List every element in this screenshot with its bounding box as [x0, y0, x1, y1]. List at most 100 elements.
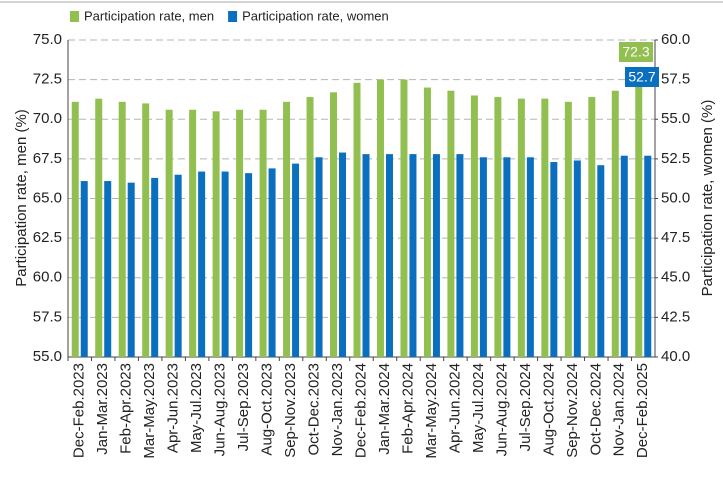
bar: [292, 163, 300, 357]
bar: [517, 98, 525, 358]
bar: [339, 152, 347, 357]
bar: [573, 160, 581, 357]
bar: [432, 154, 440, 357]
bar: [597, 165, 605, 357]
bar: [353, 82, 361, 358]
x-tick-label: Oct-Dec.2024: [587, 363, 604, 456]
y-axis-title: Participation rate, men (%): [13, 109, 30, 287]
bar: [174, 174, 182, 357]
bar: [212, 111, 220, 357]
x-tick-label: Jan-Mar.2023: [94, 363, 111, 455]
bar: [400, 79, 408, 357]
bar: [236, 109, 244, 358]
bar: [221, 171, 229, 357]
y-tick-label: 75.0: [33, 31, 62, 48]
bar: [268, 168, 276, 357]
bar: [189, 109, 197, 358]
x-tick-label: Jul-Sep.2023: [235, 363, 252, 451]
y2-tick-label: 40.0: [661, 348, 690, 365]
y2-tick-label: 55.0: [661, 110, 690, 127]
y2-tick-label: 42.5: [661, 308, 690, 325]
bar: [479, 157, 487, 357]
bar: [456, 154, 464, 357]
x-tick-label: Oct-Dec.2023: [306, 363, 323, 456]
legend-label: Participation rate, men: [84, 8, 214, 23]
bar: [385, 154, 393, 357]
bar: [95, 98, 103, 358]
bar: [620, 155, 628, 357]
bar: [259, 109, 267, 358]
x-tick-label: Mar-May.2024: [423, 363, 440, 459]
bar: [118, 101, 126, 357]
x-tick-label: Dec-Feb.2024: [352, 363, 369, 458]
x-tick-label: Nov-Jan.2023: [329, 363, 346, 456]
bar: [588, 97, 596, 357]
y2-tick-label: 60.0: [661, 31, 690, 48]
bar: [198, 171, 206, 357]
y-tick-label: 57.5: [33, 308, 62, 325]
x-tick-label: Feb-Apr.2023: [118, 363, 135, 454]
y2-tick-label: 45.0: [661, 269, 690, 286]
bar: [423, 87, 431, 358]
y-tick-label: 62.5: [33, 229, 62, 246]
x-tick-label: Sep-Nov.2023: [282, 363, 299, 458]
y-tick-label: 70.0: [33, 110, 62, 127]
bar: [142, 103, 150, 358]
bar: [611, 90, 619, 357]
bar: [315, 157, 323, 357]
bar: [306, 97, 314, 357]
y-tick-label: 65.0: [33, 189, 62, 206]
x-tick-label: Feb-Apr.2024: [399, 363, 416, 454]
value-label: 72.3: [622, 44, 649, 60]
x-tick-label: Jul-Sep.2024: [517, 363, 534, 451]
y2-tick-label: 52.5: [661, 150, 690, 167]
x-tick-label: Jun-Aug.2024: [493, 363, 510, 456]
y-tick-label: 55.0: [33, 348, 62, 365]
bar: [151, 177, 159, 357]
bar: [409, 154, 417, 357]
x-tick-label: May-Jul.2024: [470, 363, 487, 453]
bar: [635, 82, 643, 358]
bar: [165, 109, 173, 358]
x-tick-label: Mar-May.2023: [141, 363, 158, 459]
value-label: 52.7: [628, 69, 655, 85]
y2-tick-label: 47.5: [661, 229, 690, 246]
x-tick-label: Dec-Feb.2023: [71, 363, 88, 458]
bar: [127, 182, 135, 357]
bar: [550, 162, 558, 357]
x-tick-label: Dec-Feb.2025: [634, 363, 651, 458]
x-tick-label: Apr-Jun.2024: [446, 363, 463, 453]
legend-swatch: [228, 11, 238, 22]
value-label-box: [625, 67, 659, 87]
y2-tick-label: 57.5: [661, 71, 690, 88]
value-label-box: [619, 42, 653, 62]
y-tick-label: 60.0: [33, 269, 62, 286]
bar: [494, 97, 502, 357]
bar: [245, 173, 253, 357]
x-tick-label: Apr-Jun.2023: [165, 363, 182, 453]
y-tick-label: 67.5: [33, 150, 62, 167]
bar: [71, 101, 79, 357]
bar: [644, 155, 652, 357]
bar: [503, 157, 511, 357]
bar: [376, 79, 384, 357]
x-tick-label: Sep-Nov.2024: [564, 363, 581, 458]
x-tick-label: Nov-Jan.2024: [611, 363, 628, 456]
y-tick-label: 72.5: [33, 71, 62, 88]
bar: [104, 181, 112, 357]
x-tick-label: Jun-Aug.2023: [212, 363, 229, 456]
x-tick-label: Aug-Oct.2024: [540, 363, 557, 456]
bar: [283, 101, 291, 357]
bar: [362, 154, 370, 357]
bar: [470, 95, 478, 357]
bar: [447, 90, 455, 357]
legend-label: Participation rate, women: [242, 8, 389, 23]
bar: [564, 101, 572, 357]
legend: Participation rate, men Participation rat…: [70, 8, 389, 23]
bar: [526, 157, 534, 357]
bar: [80, 181, 88, 357]
legend-swatch: [70, 11, 79, 22]
bar: [541, 98, 549, 358]
x-tick-label: Jan-Mar.2024: [376, 363, 393, 455]
